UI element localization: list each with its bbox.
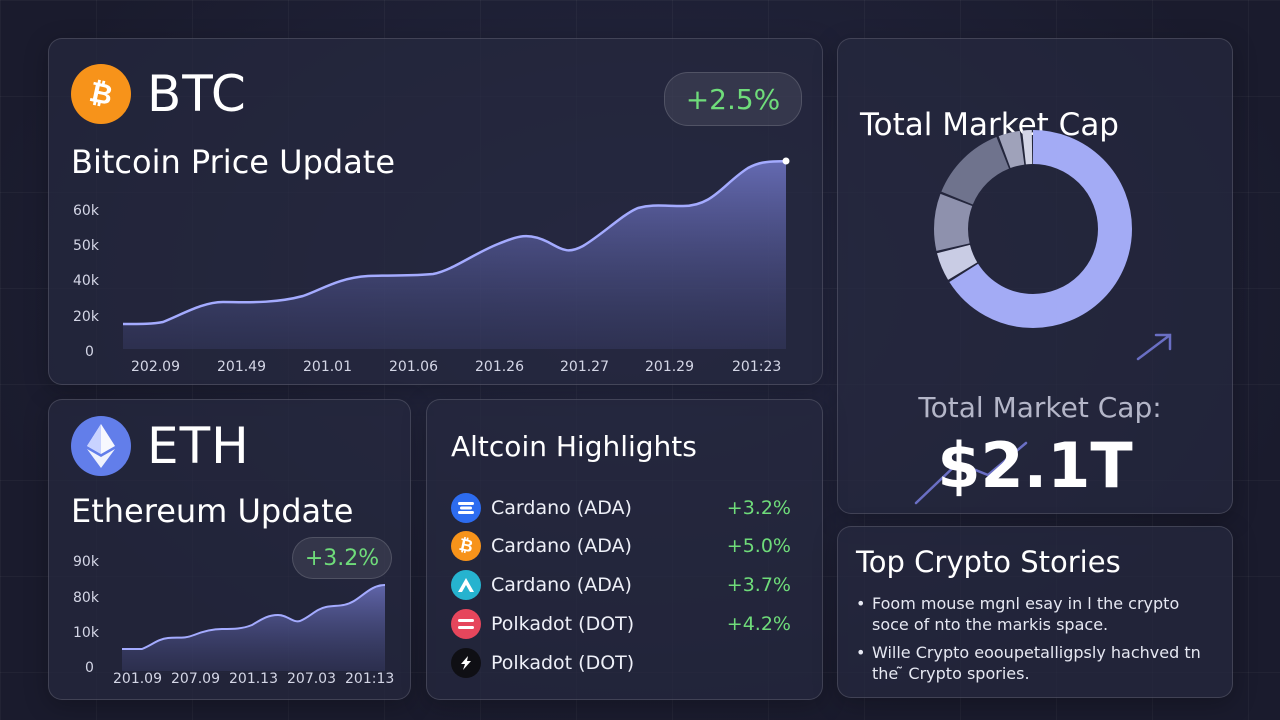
altcoin-row[interactable]: Polkadot (DOT) +4.2% <box>451 609 791 639</box>
x-tick-label: 201.26 <box>475 359 524 375</box>
x-tick-label: 201:13 <box>345 671 395 687</box>
btc-change-badge: +2.5% <box>664 72 802 126</box>
story-text: Foom mouse mgnl esay in l the crypto soc… <box>872 594 1180 634</box>
eth-header: ETH <box>71 416 250 476</box>
trend-arrow-icon <box>914 333 1172 505</box>
market-cap-value: $2.1T <box>937 429 1133 502</box>
eth-card: ETH Ethereum Update +3.2% 90k 80k 10k 0 … <box>48 399 411 700</box>
y-tick-label: 0 <box>85 660 94 676</box>
altcoin-name: Polkadot (DOT) <box>491 652 635 674</box>
btc-title: Bitcoin Price Update <box>71 143 396 181</box>
x-tick-label: 202.09 <box>131 359 180 375</box>
story-item[interactable]: • Foom mouse mgnl esay in l the crypto s… <box>856 593 1206 635</box>
top-stories-card: Top Crypto Stories • Foom mouse mgnl esa… <box>837 526 1233 698</box>
bitcoin-icon: ₿ <box>71 64 131 124</box>
eth-symbol: ETH <box>147 417 250 475</box>
y-tick-label: 40k <box>73 273 99 289</box>
polkadot-icon <box>451 609 481 639</box>
btc-last-point <box>782 157 790 165</box>
btc-area <box>123 161 786 349</box>
altcoin-name: Cardano (ADA) <box>491 497 632 519</box>
donut-segment <box>934 130 1132 328</box>
btc-price-chart <box>122 157 790 349</box>
y-tick-label: 10k <box>73 625 99 641</box>
story-item[interactable]: • Wille Crypto eooupetalligpsly hachved … <box>856 642 1206 684</box>
donut-segment <box>934 130 1132 328</box>
stories-title: Top Crypto Stories <box>856 545 1121 579</box>
eth-area <box>122 585 385 671</box>
market-cap-title: Total Market Cap <box>860 107 1119 143</box>
bitcoin-icon: ₿ <box>451 531 481 561</box>
market-cap-donut <box>934 130 1132 328</box>
altcoin-name: Cardano (ADA) <box>491 574 632 596</box>
altcoin-change: +5.0% <box>726 535 791 557</box>
x-tick-label: 201:23 <box>732 359 782 375</box>
x-tick-label: 201.01 <box>303 359 352 375</box>
svg-text:₿: ₿ <box>87 77 116 111</box>
bolt-coin-icon <box>451 648 481 678</box>
y-tick-label: 80k <box>73 590 99 606</box>
btc-line <box>122 159 787 326</box>
altcoin-row[interactable]: Polkadot (DOT) <box>451 648 791 678</box>
altcoin-row[interactable]: ₿ Cardano (ADA) +5.0% <box>451 531 791 561</box>
eth-change-badge: +3.2% <box>292 537 392 579</box>
altcoin-change: +3.7% <box>726 574 791 596</box>
eth-line <box>122 584 386 650</box>
x-tick-label: 207.03 <box>287 671 336 687</box>
btc-card: ₿ BTC +2.5% Bitcoin Price Update 60k 50k… <box>48 38 823 385</box>
y-tick-label: 20k <box>73 309 99 325</box>
bullet-icon: • <box>856 594 866 613</box>
market-cap-label: Total Market Cap: <box>918 391 1162 424</box>
altcoin-row[interactable]: Cardano (ADA) +3.2% <box>451 493 791 523</box>
altcoin-name: Polkadot (DOT) <box>491 613 635 635</box>
altcoin-change: +4.2% <box>726 613 791 635</box>
x-tick-label: 201.29 <box>645 359 694 375</box>
x-tick-label: 201.13 <box>229 671 278 687</box>
x-tick-label: 207.09 <box>171 671 220 687</box>
y-tick-label: 90k <box>73 554 99 570</box>
cardano-icon <box>451 493 481 523</box>
ethereum-icon <box>71 416 131 476</box>
altcoin-change: +3.2% <box>726 497 791 519</box>
altcoin-highlights-card: Altcoin Highlights Cardano (ADA) +3.2% ₿… <box>426 399 823 700</box>
altcoin-name: Cardano (ADA) <box>491 535 632 557</box>
y-tick-label: 0 <box>85 344 94 360</box>
x-tick-label: 201.49 <box>217 359 266 375</box>
btc-symbol: BTC <box>147 65 247 123</box>
market-cap-card: Total Market Cap Total Market Cap: $2.1T <box>837 38 1233 514</box>
eth-price-chart <box>122 584 386 671</box>
x-tick-label: 201.09 <box>113 671 162 687</box>
story-text: Wille Crypto eooupetalligpsly hachved tn… <box>872 643 1201 683</box>
x-tick-label: 201.27 <box>560 359 609 375</box>
x-tick-label: 201.06 <box>389 359 438 375</box>
y-tick-label: 50k <box>73 238 99 254</box>
btc-header: ₿ BTC <box>71 64 247 124</box>
y-tick-label: 60k <box>73 203 99 219</box>
altcoin-title: Altcoin Highlights <box>451 430 697 463</box>
bullet-icon: • <box>856 643 866 662</box>
arrow-coin-icon <box>451 570 481 600</box>
altcoin-row[interactable]: Cardano (ADA) +3.7% <box>451 570 791 600</box>
eth-title: Ethereum Update <box>71 492 354 530</box>
